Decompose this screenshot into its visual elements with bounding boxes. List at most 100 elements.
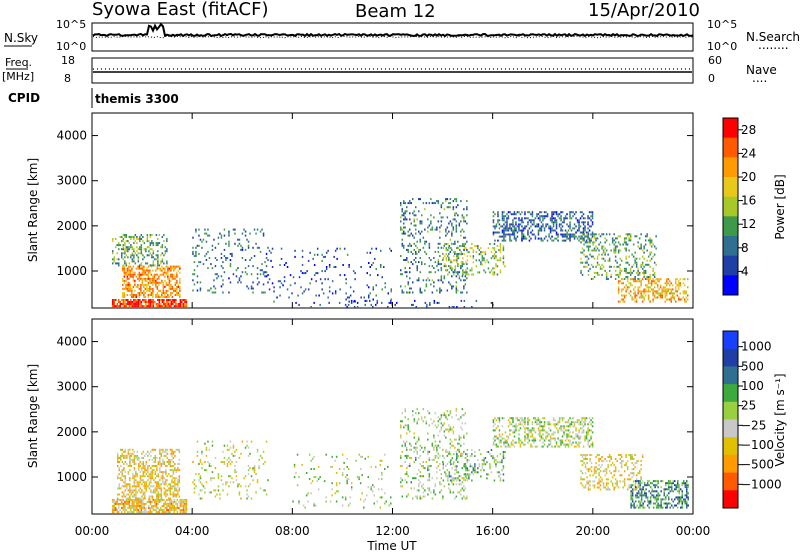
data-cell bbox=[170, 287, 172, 290]
data-cell bbox=[542, 217, 544, 220]
data-cell bbox=[130, 452, 133, 455]
data-cell bbox=[502, 457, 505, 460]
data-cell bbox=[174, 485, 176, 488]
data-cell bbox=[143, 502, 146, 505]
data-cell bbox=[360, 266, 362, 268]
data-cell bbox=[582, 231, 585, 234]
data-cell bbox=[185, 305, 188, 308]
data-cell bbox=[403, 226, 405, 229]
data-cell bbox=[670, 288, 672, 291]
data-cell bbox=[132, 279, 135, 282]
date-title: 15/Apr/2010 bbox=[588, 0, 700, 21]
data-cell bbox=[122, 238, 125, 240]
data-cell bbox=[463, 279, 465, 282]
data-cell bbox=[649, 276, 651, 278]
data-cell bbox=[124, 483, 127, 486]
data-cell bbox=[134, 303, 137, 305]
data-cell bbox=[448, 281, 450, 284]
data-cell bbox=[154, 258, 156, 261]
data-cell bbox=[159, 273, 162, 276]
data-cell bbox=[135, 456, 137, 459]
data-cell bbox=[410, 444, 412, 447]
data-cell bbox=[605, 233, 608, 236]
data-cell bbox=[265, 252, 268, 255]
beam-title: Beam 12 bbox=[355, 1, 436, 22]
data-cell bbox=[228, 242, 230, 245]
data-cell bbox=[483, 461, 485, 464]
data-cell bbox=[146, 289, 148, 292]
data-cell bbox=[252, 287, 254, 290]
data-cell bbox=[144, 471, 146, 474]
data-cell bbox=[549, 437, 552, 440]
data-cell bbox=[477, 467, 479, 470]
data-cell bbox=[576, 419, 579, 422]
data-cell bbox=[129, 283, 132, 286]
data-cell bbox=[184, 299, 186, 301]
data-cell bbox=[159, 281, 162, 284]
data-cell bbox=[143, 277, 145, 280]
data-cell bbox=[150, 450, 152, 453]
data-cell bbox=[610, 276, 612, 278]
data-cell bbox=[539, 211, 541, 214]
data-cell bbox=[522, 421, 525, 424]
data-cell bbox=[214, 287, 217, 290]
data-cell bbox=[268, 278, 271, 281]
data-cell bbox=[198, 463, 200, 465]
data-cell bbox=[375, 303, 377, 306]
data-cell bbox=[675, 282, 677, 285]
data-cell bbox=[141, 277, 144, 280]
data-cell bbox=[451, 234, 453, 237]
data-cell bbox=[620, 298, 623, 301]
data-cell bbox=[620, 282, 623, 285]
data-cell bbox=[177, 483, 179, 486]
data-cell bbox=[151, 301, 153, 303]
data-cell bbox=[570, 233, 573, 236]
data-cell bbox=[400, 477, 402, 480]
data-cell bbox=[122, 507, 125, 509]
data-cell bbox=[607, 259, 609, 262]
data-cell bbox=[372, 298, 374, 301]
data-cell bbox=[211, 291, 214, 294]
data-cell bbox=[331, 482, 333, 485]
data-cell bbox=[313, 502, 315, 505]
data-cell bbox=[124, 511, 126, 514]
data-cell bbox=[137, 283, 139, 286]
data-cell bbox=[148, 477, 151, 480]
data-cell bbox=[457, 455, 460, 458]
data-cell bbox=[244, 446, 247, 449]
data-cell bbox=[199, 287, 202, 290]
data-cell bbox=[644, 294, 647, 297]
data-cell bbox=[165, 289, 168, 292]
data-cell bbox=[141, 267, 144, 270]
data-cell bbox=[500, 225, 502, 228]
data-cell bbox=[160, 477, 163, 480]
data-cell bbox=[617, 288, 620, 291]
data-cell bbox=[207, 440, 209, 443]
data-cell bbox=[335, 500, 338, 503]
data-cell bbox=[158, 264, 161, 267]
data-cell bbox=[129, 495, 131, 498]
data-cell bbox=[418, 210, 420, 213]
data-cell bbox=[410, 250, 412, 253]
data-cell bbox=[512, 219, 514, 222]
data-cell bbox=[153, 461, 155, 463]
data-cell bbox=[175, 489, 178, 492]
data-cell bbox=[122, 303, 125, 305]
data-cell bbox=[141, 469, 143, 472]
data-cell bbox=[489, 467, 491, 470]
data-cell bbox=[649, 239, 651, 242]
data-cell bbox=[631, 456, 633, 458]
data-cell bbox=[138, 277, 141, 280]
data-cell bbox=[433, 436, 435, 439]
data-cell bbox=[387, 292, 389, 295]
data-cell bbox=[459, 479, 461, 482]
data-cell bbox=[317, 488, 320, 491]
data-cell bbox=[652, 269, 654, 272]
data-cell bbox=[459, 253, 461, 256]
data-cell bbox=[151, 240, 153, 243]
data-cell bbox=[415, 228, 417, 231]
data-cell bbox=[235, 448, 238, 451]
data-cell bbox=[124, 234, 126, 236]
data-cell bbox=[163, 254, 165, 257]
data-cell bbox=[384, 502, 386, 505]
